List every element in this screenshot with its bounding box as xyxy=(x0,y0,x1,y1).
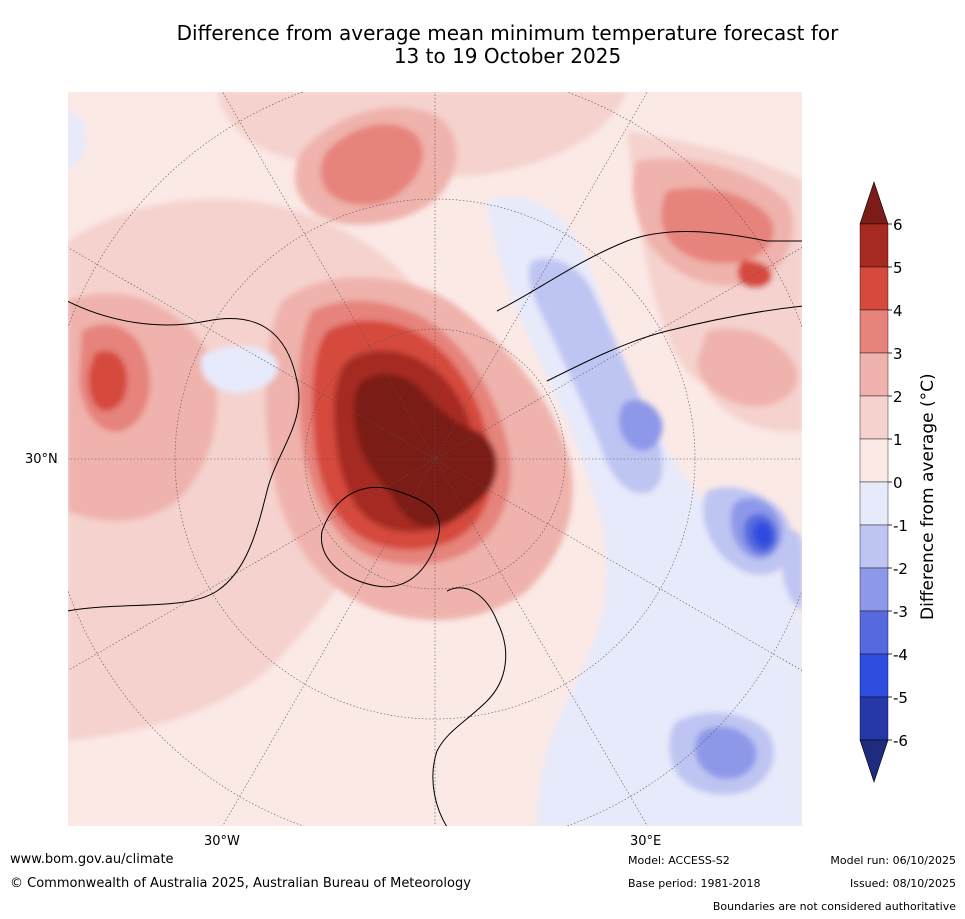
colorbar-ticks xyxy=(888,223,892,741)
colorbar-bin-minus5-to-minus4 xyxy=(859,653,889,698)
colorbar-tick-label: -2 xyxy=(893,560,908,578)
colorbar-bin-5-to-6 xyxy=(859,223,889,268)
anomaly-region-minus1-pacific xyxy=(67,110,87,169)
coastline-europe xyxy=(432,587,507,827)
colorbar-bin-3-to-4 xyxy=(859,309,889,354)
title-line-1: Difference from average mean minimum tem… xyxy=(176,21,839,45)
colorbar-extend-top xyxy=(859,181,889,225)
boundaries-disclaimer: Boundaries are not considered authoritat… xyxy=(712,900,956,913)
anomaly-region-plus2-east xyxy=(697,328,798,407)
coastlines xyxy=(67,231,803,827)
coastline-siberia-arctic xyxy=(546,305,803,382)
colorbar-bin-minus2-to-minus1 xyxy=(859,524,889,569)
colorbar-tick-label: -6 xyxy=(893,732,908,750)
colorbar-tick-label: 2 xyxy=(893,388,903,406)
website-link[interactable]: www.bom.gov.au/climate xyxy=(10,852,174,867)
anomaly-region-minus3-central-asia xyxy=(695,726,757,779)
colorbar-bin-2-to-3 xyxy=(859,352,889,397)
issued-date: Issued: 08/10/2025 xyxy=(849,877,956,890)
colorbar-tick-label: -1 xyxy=(893,517,908,535)
model-run-date: Model run: 06/10/2025 xyxy=(830,854,956,867)
base-period: Base period: 1981-2018 xyxy=(628,877,761,890)
colorbar-bin-minus4-to-minus3 xyxy=(859,610,889,655)
graticule-meridian-60e xyxy=(67,246,803,672)
title-line-2: 13 to 19 October 2025 xyxy=(393,44,622,68)
colorbar-bin-4-to-5 xyxy=(859,266,889,311)
colorbar-bin-minus6-to-minus5 xyxy=(859,696,889,741)
colorbar-tick-label: 6 xyxy=(893,216,903,234)
colorbar-title: Difference from average (°C) xyxy=(918,373,938,620)
map-title: Difference from average mean minimum tem… xyxy=(60,22,955,68)
colorbar-extend-bottom xyxy=(859,739,889,783)
colorbar-bin-1-to-2 xyxy=(859,395,889,440)
graticule xyxy=(67,91,803,827)
longitude-label-30w: 30°W xyxy=(204,834,240,849)
colorbar-bin-0-to-1 xyxy=(859,438,889,483)
anomaly-map xyxy=(67,91,803,827)
colorbar-tick-label: 4 xyxy=(893,302,903,320)
anomaly-regions xyxy=(67,91,803,827)
model-name: Model: ACCESS-S2 xyxy=(628,854,730,867)
anomaly-region-minus3-russia xyxy=(619,399,663,451)
latitude-label-30n: 30°N xyxy=(25,452,58,467)
coastline-north-america xyxy=(67,300,300,612)
colorbar-tick-label: -3 xyxy=(893,603,908,621)
copyright-notice: © Commonwealth of Australia 2025, Austra… xyxy=(10,876,471,891)
colorbar-tick-label: 1 xyxy=(893,431,903,449)
colorbar-tick-label: -4 xyxy=(893,646,908,664)
anomaly-region-plus3-north xyxy=(320,124,423,205)
colorbar: 6 5 4 3 2 1 0 -1 -2 -3 -4 -5 -6 xyxy=(859,181,908,783)
colorbar-bin-minus3-to-minus2 xyxy=(859,567,889,612)
coastline-greenland xyxy=(321,486,441,588)
longitude-label-30e: 30°E xyxy=(630,834,662,849)
colorbar-bin-minus1-to-0 xyxy=(859,481,889,526)
colorbar-tick-label: 0 xyxy=(893,474,903,492)
anomaly-region-minus2-east-asia xyxy=(782,529,803,611)
colorbar-tick-label: 3 xyxy=(893,345,903,363)
map-frame xyxy=(67,91,803,827)
anomaly-region-plus4-pacific xyxy=(88,350,128,411)
anomaly-region-plus4-east xyxy=(737,260,772,288)
anomaly-region-plus3-northeast xyxy=(661,187,774,264)
anomaly-region-minus5-siberia xyxy=(752,521,774,548)
colorbar-tick-label: 5 xyxy=(893,259,903,277)
coastline-eurasia-north xyxy=(496,231,803,312)
colorbar-tick-label: -5 xyxy=(893,689,908,707)
